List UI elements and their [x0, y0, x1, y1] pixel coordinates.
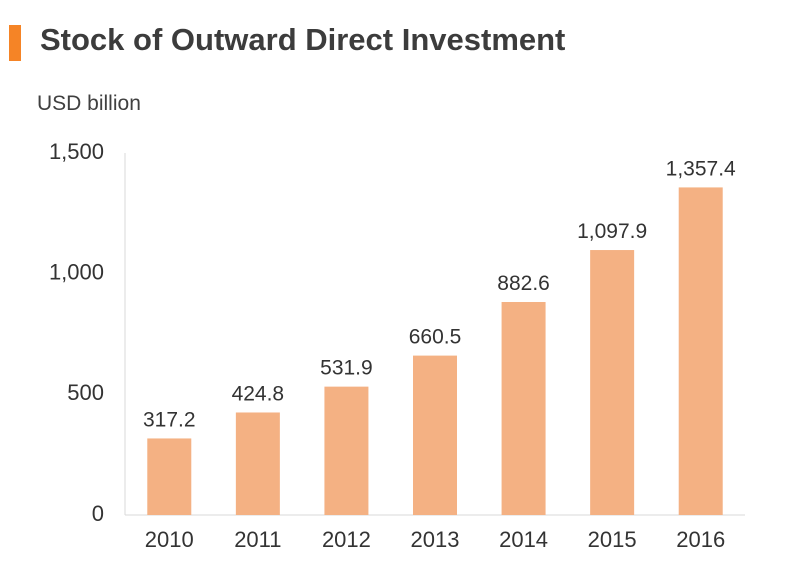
x-tick-label: 2012	[322, 527, 371, 552]
data-labels: 317.2 424.8 531.9 660.5 882.6 1,097.9 1,357.4	[143, 157, 736, 431]
bar-2010	[147, 438, 192, 515]
y-tick-label: 1,500	[49, 139, 104, 164]
title-accent-bar	[9, 25, 21, 61]
x-tick-label: 2011	[234, 527, 281, 552]
x-axis-ticks: 2010 2011 2012 2013 2014 2015 2016	[145, 527, 725, 552]
data-label-2012: 531.9	[320, 357, 373, 380]
data-label-2015: 1,097.9	[577, 220, 647, 243]
bar-2011	[235, 412, 280, 515]
x-tick-label: 2014	[499, 527, 548, 552]
x-tick-label: 2015	[588, 527, 637, 552]
data-label-2013: 660.5	[409, 326, 462, 349]
bar-2016	[678, 187, 723, 516]
data-label-2016: 1,357.4	[666, 157, 736, 180]
bar-2013	[413, 355, 457, 515]
data-label-2014: 882.6	[497, 272, 550, 295]
x-tick-label: 2010	[145, 527, 194, 552]
y-axis-ticks: 0 500 1,000 1,500	[49, 139, 104, 526]
bar-2014	[501, 301, 546, 515]
y-axis-unit-label: USD billion	[37, 92, 141, 115]
chart-title: Stock of Outward Direct Investment	[40, 22, 566, 57]
data-label-2010: 317.2	[143, 408, 196, 431]
y-tick-label: 0	[92, 501, 104, 526]
x-tick-label: 2016	[676, 527, 725, 552]
bar-series	[147, 187, 723, 516]
y-tick-label: 500	[67, 380, 104, 405]
x-tick-label: 2013	[411, 527, 460, 552]
y-tick-label: 1,000	[49, 259, 104, 284]
bar-2015	[590, 250, 635, 515]
data-label-2011: 424.8	[232, 382, 285, 405]
bar-2012	[324, 386, 369, 515]
